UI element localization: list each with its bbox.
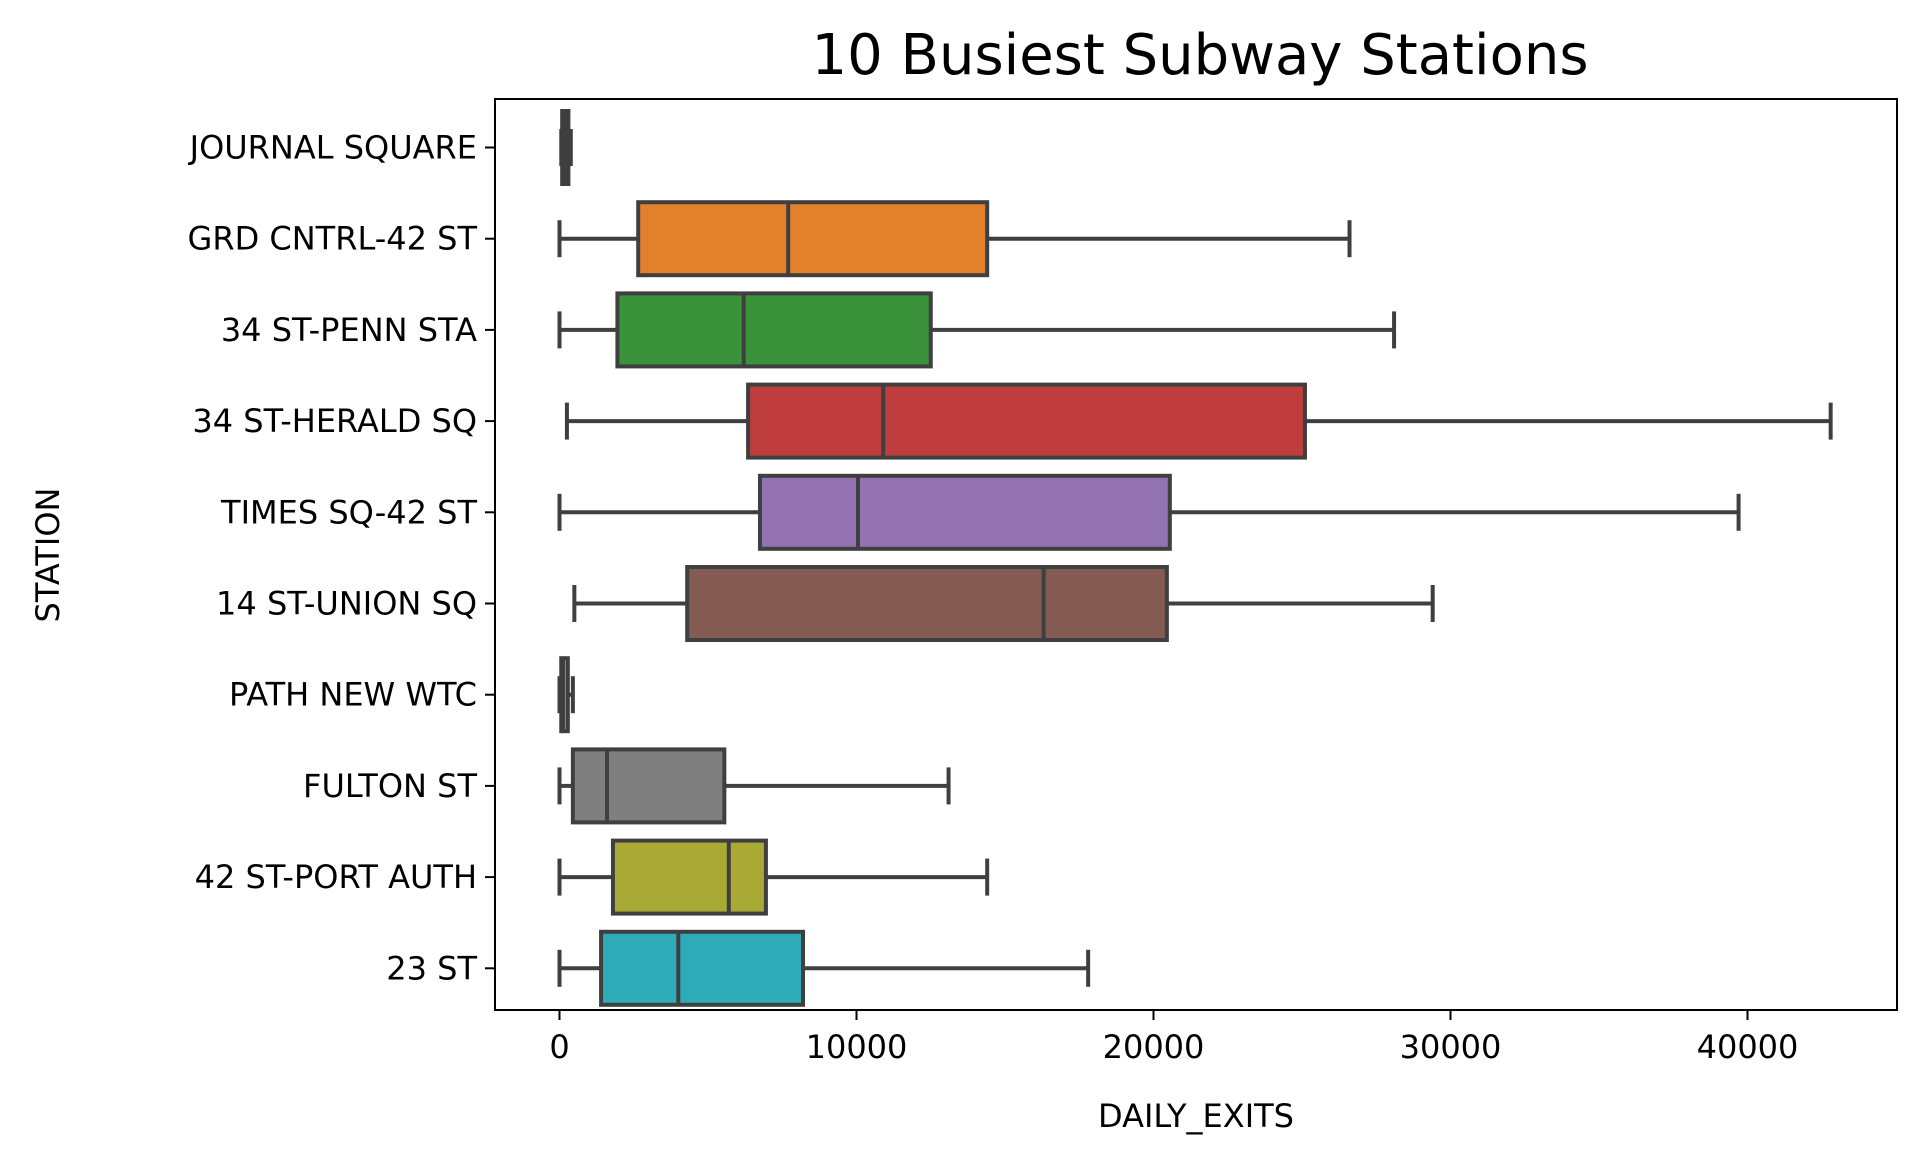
y-tick-label: 42 ST-PORT AUTH xyxy=(195,858,477,896)
boxes-layer xyxy=(557,109,1833,1007)
x-axis-label: DAILY_EXITS xyxy=(1098,1097,1294,1135)
box xyxy=(615,291,933,369)
box xyxy=(636,200,990,278)
y-tick-label: 34 ST-PENN STA xyxy=(221,311,477,349)
y-tick-label: FULTON ST xyxy=(303,767,477,805)
box-group xyxy=(557,473,1741,551)
x-tick-label: 30000 xyxy=(1400,1028,1502,1066)
x-tick-label: 20000 xyxy=(1103,1028,1205,1066)
y-axis: JOURNAL SQUARE GRD CNTRL-42 ST 34 ST-PENN … xyxy=(188,129,495,987)
chart-title: 10 Busiest Subway Stations xyxy=(812,23,1589,88)
box-group xyxy=(557,291,1397,369)
box-group xyxy=(572,565,1435,642)
box-group xyxy=(557,200,1352,278)
box xyxy=(685,565,1169,642)
plot-frame xyxy=(494,98,1898,1011)
y-axis-label: STATION xyxy=(29,488,67,623)
x-axis: 0 10000 20000 30000 40000 xyxy=(549,1010,1798,1066)
y-tick-label: 34 ST-HERALD SQ xyxy=(192,402,477,440)
y-tick-label: PATH NEW WTC xyxy=(229,676,477,714)
x-tick-label: 10000 xyxy=(806,1028,908,1066)
x-tick-label: 0 xyxy=(549,1028,569,1066)
box-group xyxy=(557,747,951,825)
y-tick-label: 23 ST xyxy=(386,949,477,987)
box xyxy=(746,382,1307,460)
box xyxy=(570,747,727,825)
box-group xyxy=(559,109,573,186)
box xyxy=(757,473,1172,551)
box xyxy=(610,838,768,916)
y-tick-label: 14 ST-UNION SQ xyxy=(216,585,477,623)
y-tick-label: TIMES SQ-42 ST xyxy=(220,493,477,531)
box-group xyxy=(557,838,990,916)
box xyxy=(599,929,806,1007)
box-group xyxy=(557,656,575,734)
x-tick-label: 40000 xyxy=(1697,1028,1799,1066)
box-group xyxy=(557,929,1091,1007)
y-tick-label: GRD CNTRL-42 ST xyxy=(188,220,478,258)
y-tick-label: JOURNAL SQUARE xyxy=(188,129,477,167)
box-group xyxy=(564,382,1833,460)
